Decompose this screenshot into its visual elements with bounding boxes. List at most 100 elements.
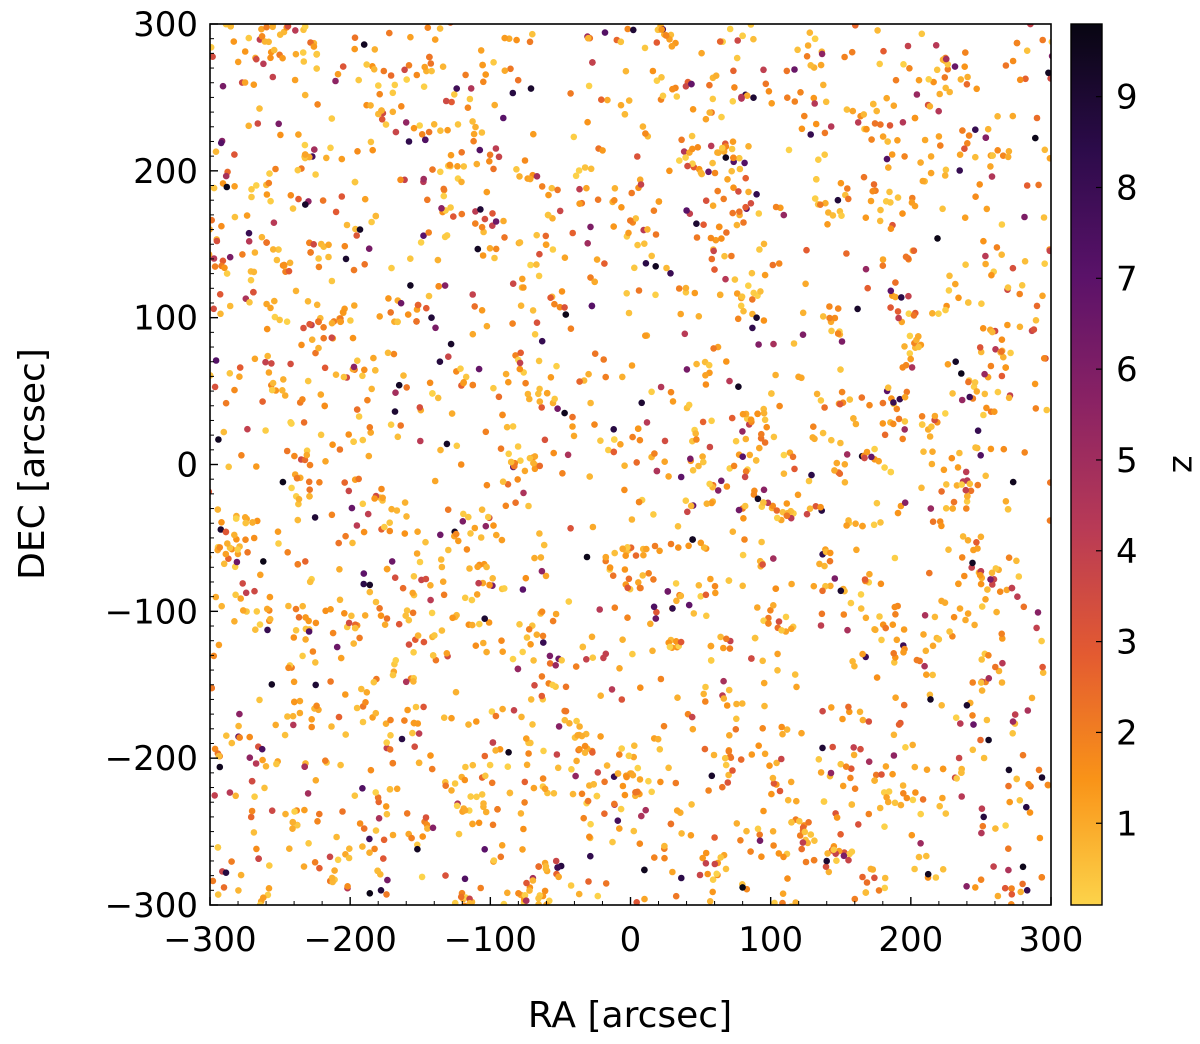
- scatter-point: [754, 825, 762, 833]
- scatter-point: [223, 270, 231, 277]
- scatter-point: [329, 629, 337, 637]
- scatter-point: [581, 164, 589, 171]
- scatter-point: [990, 863, 997, 870]
- scatter-point: [962, 49, 969, 56]
- scatter-point: [514, 476, 521, 483]
- scatter-point: [641, 44, 649, 52]
- scatter-point: [469, 291, 477, 298]
- highlight-point: [630, 26, 637, 34]
- scatter-point: [478, 307, 486, 314]
- scatter-point: [1008, 885, 1015, 892]
- scatter-point: [461, 875, 469, 883]
- scatter-point: [345, 431, 353, 438]
- scatter-point: [287, 192, 295, 199]
- scatter-point: [452, 530, 460, 538]
- scatter-point: [492, 218, 500, 225]
- highlight-point: [428, 314, 435, 322]
- scatter-point: [780, 853, 787, 861]
- scatter-point: [265, 885, 273, 892]
- scatter-point: [743, 92, 751, 99]
- scatter-point: [1009, 112, 1017, 120]
- scatter-point: [715, 223, 723, 231]
- scatter-point: [316, 479, 323, 486]
- scatter-point: [360, 570, 368, 577]
- scatter-point: [304, 298, 312, 305]
- scatter-point: [489, 575, 497, 582]
- scatter-point: [351, 178, 359, 186]
- scatter-point: [987, 576, 994, 583]
- scatter-point: [769, 828, 777, 835]
- scatter-point: [854, 119, 862, 126]
- scatter-point: [259, 756, 266, 764]
- scatter-point: [848, 801, 856, 808]
- highlight-point: [1033, 302, 1041, 310]
- scatter-point: [569, 229, 576, 237]
- scatter-point: [999, 659, 1006, 667]
- scatter-point: [315, 344, 322, 352]
- scatter-point: [440, 714, 448, 721]
- scatter-point: [531, 331, 539, 338]
- scatter-point: [631, 742, 638, 749]
- highlight-point: [561, 409, 568, 417]
- scatter-point: [293, 474, 301, 482]
- scatter-point: [470, 130, 478, 138]
- scatter-point: [597, 733, 604, 740]
- scatter-point: [701, 745, 709, 753]
- scatter-point: [881, 431, 889, 439]
- scatter-point: [745, 188, 752, 196]
- scatter-point: [760, 679, 768, 687]
- scatter-point: [887, 287, 895, 295]
- scatter-point: [258, 745, 266, 753]
- scatter-point: [535, 272, 543, 280]
- scatter-point: [616, 751, 623, 758]
- scatter-point: [658, 74, 665, 81]
- highlight-point: [1019, 751, 1027, 759]
- scatter-point: [745, 143, 752, 150]
- scatter-point: [312, 171, 319, 178]
- y-tick-label: −200: [105, 739, 198, 779]
- scatter-point: [636, 840, 644, 847]
- scatter-point: [372, 827, 380, 834]
- scatter-point: [564, 451, 572, 459]
- highlight-point: [425, 229, 433, 236]
- scatter-point: [410, 573, 418, 580]
- scatter-point: [341, 242, 349, 250]
- scatter-point: [796, 832, 804, 839]
- highlight-point: [260, 558, 267, 565]
- scatter-point: [313, 301, 321, 309]
- scatter-point: [982, 472, 989, 480]
- scatter-point: [873, 107, 880, 115]
- highlight-point: [669, 605, 676, 612]
- scatter-point: [427, 752, 434, 759]
- scatter-point: [211, 383, 219, 391]
- scatter-point: [756, 444, 763, 452]
- scatter-point: [733, 290, 741, 297]
- colorbar-tick-label: 1: [1116, 804, 1138, 844]
- scatter-point: [872, 771, 880, 779]
- highlight-point: [407, 33, 414, 41]
- scatter-point: [702, 860, 710, 867]
- scatter-point: [705, 168, 712, 176]
- scatter-point: [651, 450, 658, 457]
- scatter-point: [841, 53, 848, 61]
- scatter-point: [405, 641, 413, 648]
- colorbar-label: z: [1164, 455, 1200, 473]
- scatter-point: [845, 703, 852, 711]
- scatter-point: [400, 372, 407, 379]
- scatter-point: [803, 53, 811, 60]
- scatter-point: [388, 264, 395, 272]
- scatter-point: [797, 89, 804, 96]
- scatter-point: [519, 846, 526, 853]
- scatter-point: [601, 260, 608, 267]
- scatter-point: [218, 602, 225, 610]
- scatter-point: [936, 90, 943, 98]
- highlight-point: [527, 85, 535, 92]
- scatter-point: [807, 831, 815, 838]
- scatter-point: [537, 554, 545, 561]
- scatter-point: [911, 865, 918, 873]
- scatter-point: [643, 545, 650, 553]
- scatter-point: [531, 465, 539, 473]
- scatter-point: [729, 98, 737, 105]
- scatter-point: [872, 626, 879, 634]
